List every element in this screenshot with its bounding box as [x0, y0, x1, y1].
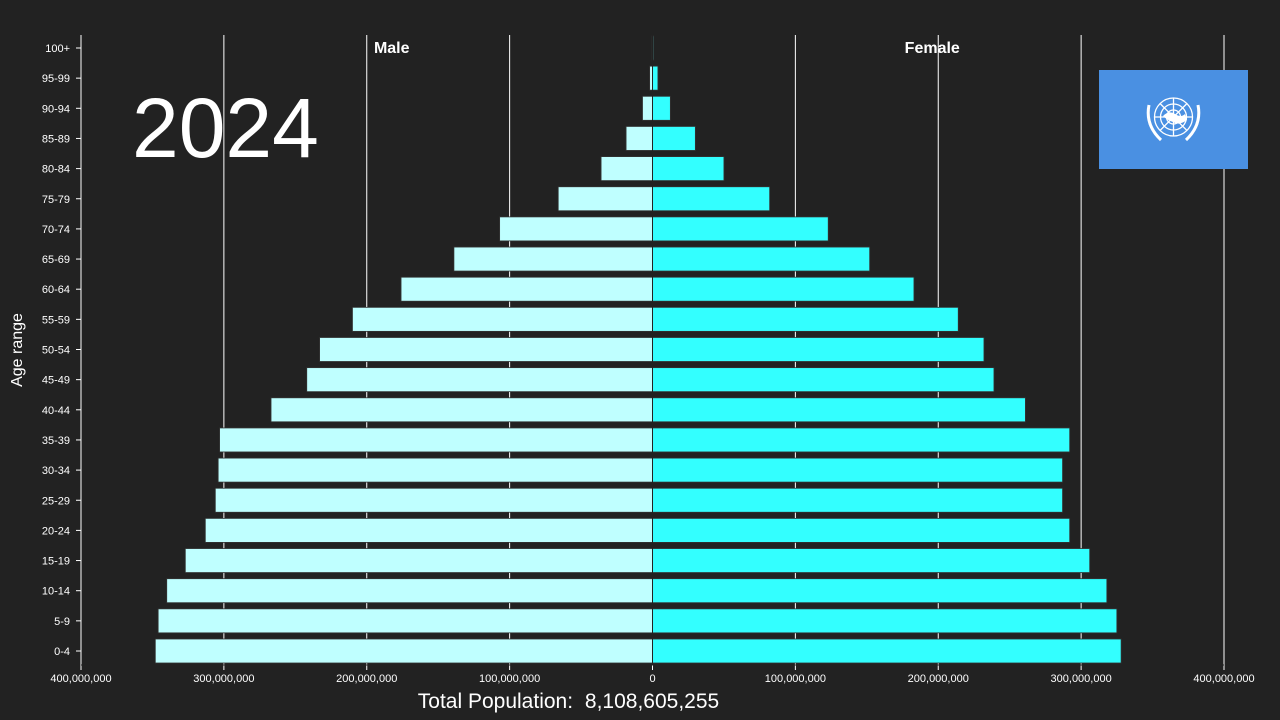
- y-tick-label: 65-69: [42, 254, 70, 266]
- male-bar: [625, 126, 653, 151]
- female-bar: [652, 65, 659, 91]
- female-bar: [652, 95, 671, 121]
- legend-male: Male: [374, 40, 410, 57]
- y-tick-label: 95-99: [42, 73, 70, 85]
- male-bar: [600, 156, 653, 182]
- female-bar: [652, 427, 1071, 453]
- y-tick-label: 20-24: [42, 525, 70, 537]
- male-bar: [217, 457, 653, 483]
- male-bar: [270, 397, 653, 423]
- y-tick-label: 50-54: [42, 345, 70, 357]
- y-tick-label: 85-89: [42, 133, 70, 145]
- y-tick-label: 25-29: [42, 495, 70, 507]
- y-tick-label: 30-34: [42, 465, 70, 477]
- y-tick-label: 0-4: [54, 646, 70, 658]
- female-bar: [652, 487, 1063, 513]
- male-bar: [306, 367, 653, 393]
- y-tick-label: 5-9: [54, 616, 70, 628]
- x-tick-label: 200,000,000: [336, 673, 397, 685]
- y-axis-label: Age range: [9, 313, 26, 387]
- female-bar: [652, 337, 985, 362]
- female-bar: [652, 578, 1108, 604]
- y-tick-label: 100+: [45, 43, 70, 55]
- un-emblem-icon: [1146, 97, 1201, 142]
- x-tick-label: 100,000,000: [765, 673, 826, 685]
- female-bar: [652, 186, 771, 212]
- female-bar: [652, 457, 1063, 483]
- x-tick-label: 400,000,000: [1193, 673, 1254, 685]
- male-bar: [557, 186, 653, 212]
- female-bar: [652, 156, 725, 182]
- y-tick-label: 80-84: [42, 164, 70, 176]
- female-bar: [652, 216, 829, 242]
- x-tick-label: 200,000,000: [908, 673, 969, 685]
- male-bar: [453, 246, 653, 272]
- y-tick-label: 75-79: [42, 194, 70, 206]
- x-tick-label: 400,000,000: [50, 673, 111, 685]
- x-tick-label: 0: [649, 673, 655, 685]
- y-tick-label: 70-74: [42, 224, 70, 236]
- male-bar: [219, 427, 653, 453]
- x-tick-label: 100,000,000: [479, 673, 540, 685]
- female-bar: [652, 246, 871, 272]
- y-tick-label: 55-59: [42, 314, 70, 326]
- un-flag: [1099, 70, 1248, 169]
- male-bar: [400, 276, 653, 302]
- female-bar: [652, 608, 1118, 634]
- y-tick-label: 45-49: [42, 375, 70, 387]
- total-population: Total Population: 8,108,605,255: [0, 690, 1137, 714]
- male-bar: [166, 578, 653, 604]
- female-bar: [652, 126, 696, 151]
- male-bar: [214, 487, 653, 513]
- male-bar: [352, 306, 653, 332]
- y-tick-label: 40-44: [42, 405, 70, 417]
- female-bar: [652, 518, 1071, 543]
- y-tick-label: 10-14: [42, 586, 70, 598]
- legend-female: Female: [905, 40, 960, 57]
- total-label: Total Population:: [417, 690, 574, 713]
- female-bar: [652, 638, 1122, 664]
- x-tick-label: 300,000,000: [193, 673, 254, 685]
- female-bar: [652, 367, 995, 393]
- y-tick-label: 35-39: [42, 435, 70, 447]
- male-bar: [154, 638, 653, 664]
- male-bar: [204, 518, 653, 543]
- male-bar: [642, 95, 653, 121]
- y-tick-label: 90-94: [42, 103, 70, 115]
- female-bar: [652, 548, 1091, 573]
- male-bar: [184, 548, 653, 573]
- year-label: 2024: [132, 81, 319, 175]
- x-tick-label: 300,000,000: [1051, 673, 1112, 685]
- female-bar: [652, 397, 1026, 423]
- male-bar: [499, 216, 653, 242]
- male-bar: [319, 337, 653, 362]
- female-bar: [652, 306, 959, 332]
- y-tick-label: 60-64: [42, 284, 70, 296]
- y-tick-label: 15-19: [42, 556, 70, 568]
- female-bar: [652, 276, 915, 302]
- total-value: 8,108,605,255: [584, 690, 720, 713]
- male-bar: [157, 608, 653, 634]
